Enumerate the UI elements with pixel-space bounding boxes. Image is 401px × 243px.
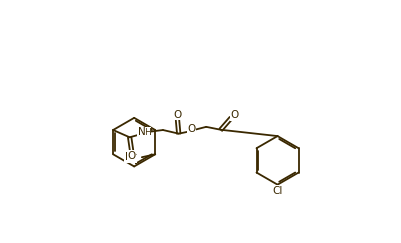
Text: O: O <box>187 124 195 134</box>
Text: O: O <box>173 110 181 120</box>
Text: Cl: Cl <box>272 186 282 196</box>
Text: O: O <box>230 110 238 120</box>
Text: Br: Br <box>125 152 136 162</box>
Text: O: O <box>127 151 136 161</box>
Text: H: H <box>144 128 150 137</box>
Text: N: N <box>138 127 145 137</box>
